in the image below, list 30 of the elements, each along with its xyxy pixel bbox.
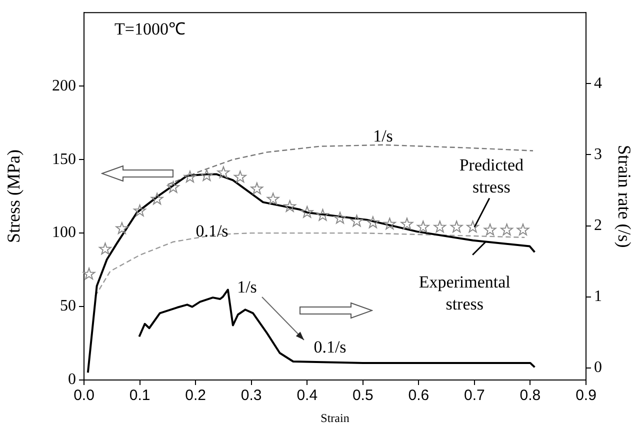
- x-tick-label: 0.6: [408, 387, 430, 404]
- annotation: 0.1/s: [196, 221, 228, 240]
- y-tick-label: 200: [52, 77, 76, 94]
- x-tick-label: 0.5: [352, 387, 374, 404]
- annotation: 0.1/s: [314, 337, 346, 356]
- x-tick-label: 0.9: [576, 387, 596, 404]
- y2-tick-label: 0: [594, 359, 602, 376]
- y-tick-label: 0: [68, 371, 76, 388]
- y2-axis-title: Strain rate (/s): [614, 144, 634, 248]
- annotation: 1/s: [373, 126, 393, 146]
- x-tick-label: 0.4: [296, 387, 318, 404]
- x-tick-label: 0.3: [240, 387, 262, 404]
- y2-tick-label: 2: [594, 216, 602, 234]
- annotation: Predicted stress: [459, 156, 524, 197]
- y-axis-title: Stress (MPa): [4, 150, 24, 244]
- y-tick-label: 150: [52, 150, 76, 168]
- annotation: Experimental stress: [418, 272, 511, 314]
- x-tick-label: 0.7: [464, 387, 485, 404]
- x-tick-label: 0.8: [520, 387, 541, 404]
- x-tick-label: 0.1: [129, 387, 150, 404]
- annotation: T=1000℃: [114, 19, 186, 38]
- x-tick-label: 0.0: [74, 387, 94, 404]
- x-axis-title: Strain: [320, 410, 350, 425]
- y2-tick-label: 4: [594, 74, 602, 92]
- y-tick-label: 100: [52, 224, 76, 242]
- x-tick-label: 0.2: [185, 387, 206, 404]
- annotation: 1/s: [237, 277, 257, 296]
- y2-tick-label: 1: [594, 288, 602, 306]
- y2-tick-label: 3: [594, 146, 602, 163]
- y-tick-label: 50: [60, 298, 76, 315]
